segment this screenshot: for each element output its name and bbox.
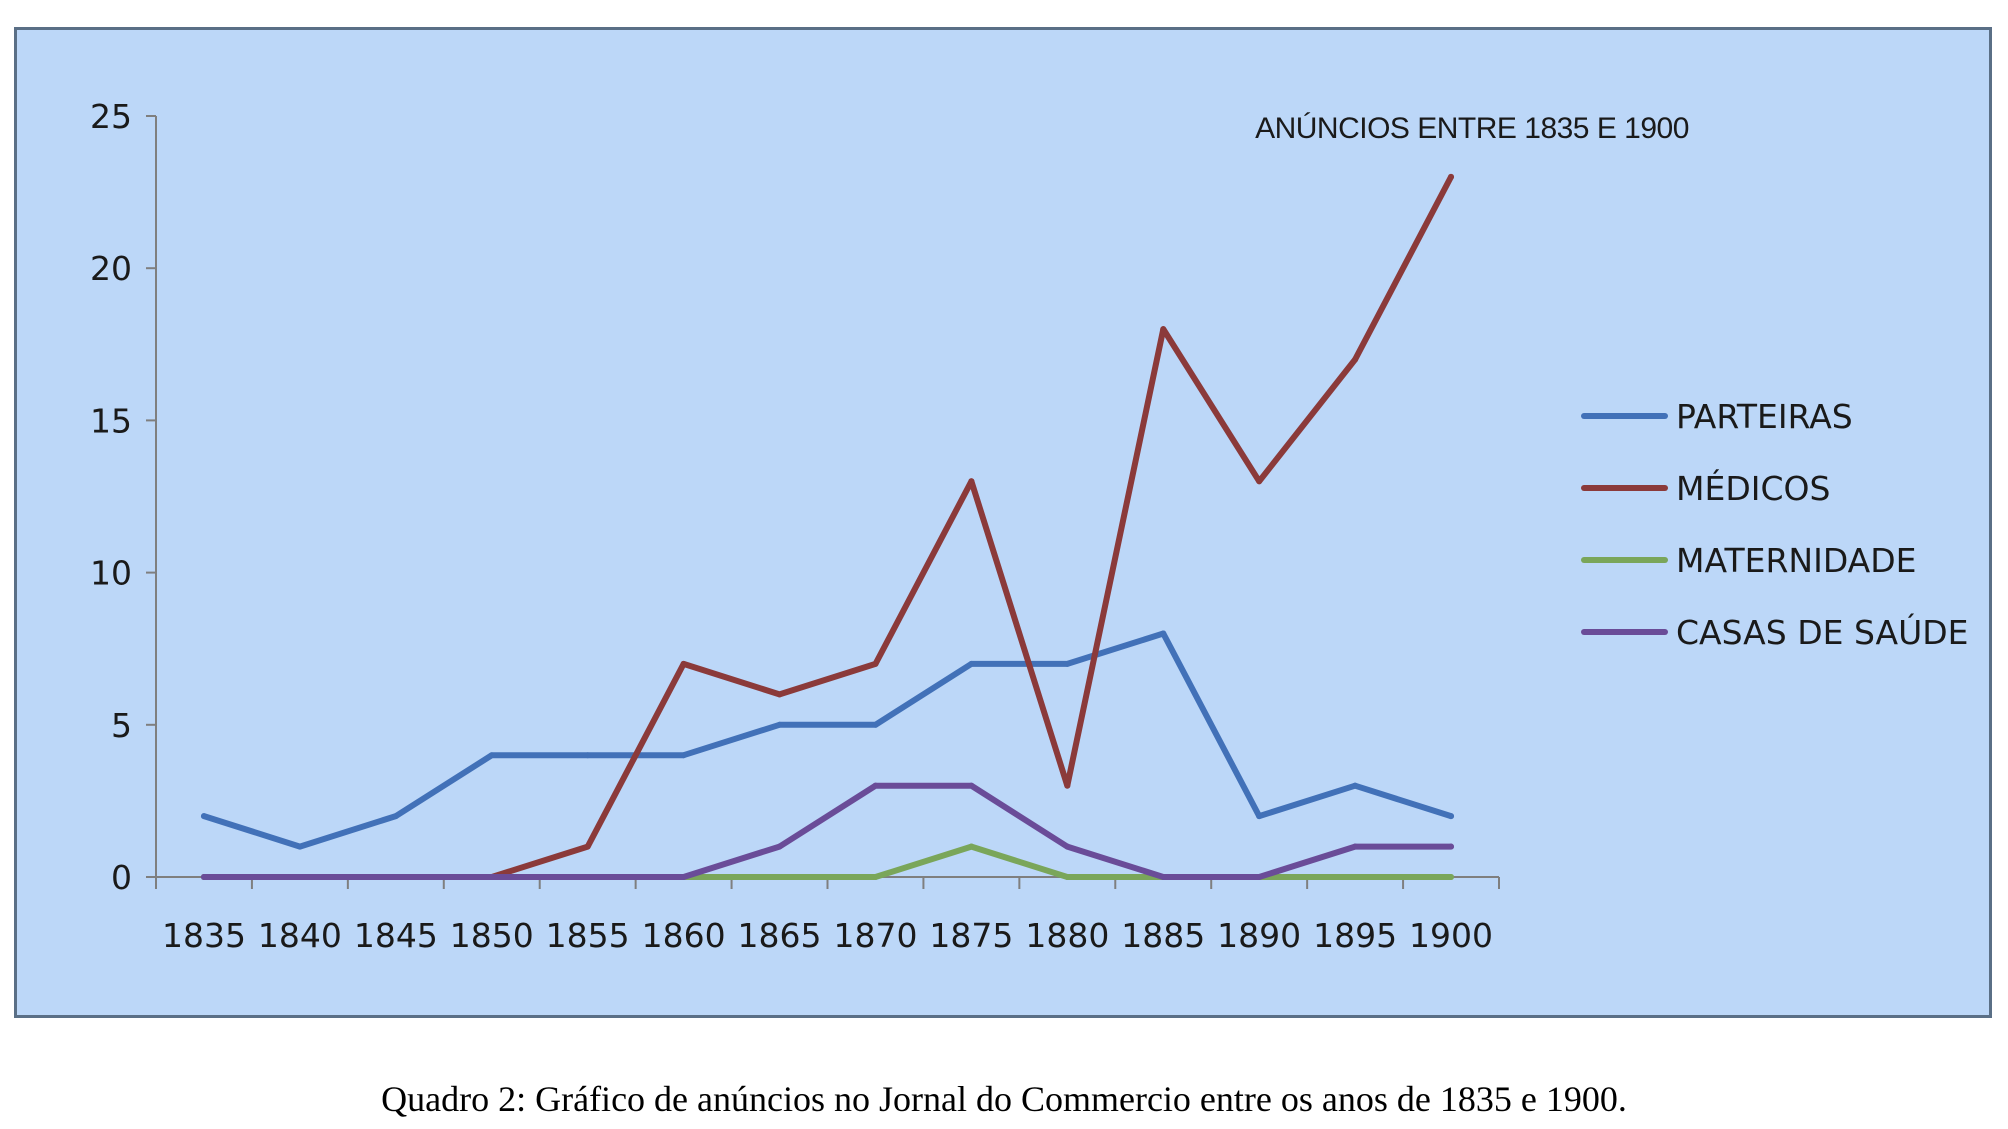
- data-point: [776, 691, 783, 698]
- data-point: [1448, 843, 1455, 850]
- data-point: [1160, 630, 1167, 637]
- data-point: [1160, 326, 1167, 333]
- data-point: [392, 874, 399, 880]
- data-point: [584, 752, 591, 759]
- data-point: [872, 660, 879, 667]
- data-point: [488, 874, 495, 880]
- series-line-medicos: [201, 173, 1454, 880]
- data-point: [296, 843, 303, 850]
- data-point: [1064, 874, 1071, 880]
- x-tick-label: 1870: [833, 916, 917, 955]
- series-line-parteiras: [201, 630, 1454, 850]
- data-point: [1448, 813, 1455, 820]
- data-point: [968, 660, 975, 667]
- x-tick-label: 1855: [546, 916, 630, 955]
- data-point: [1352, 356, 1359, 363]
- data-point: [1160, 874, 1167, 880]
- chart-area: 0 5 10 15 20 25 1835 1840 1845 1850 1855 1860 1865 18…: [14, 27, 1992, 1018]
- line-chart: 0 5 10 15 20 25 1835 1840 1845 1850 1855 1860 1865 18…: [90, 97, 1969, 955]
- x-tick-label: 1900: [1409, 916, 1493, 955]
- data-point: [1064, 843, 1071, 850]
- y-tick-label: 10: [90, 554, 132, 593]
- x-tick-label: 1850: [450, 916, 534, 955]
- data-point: [1064, 782, 1071, 789]
- legend-label: MÉDICOS: [1676, 468, 1830, 508]
- data-point: [488, 752, 495, 759]
- data-point: [296, 874, 303, 880]
- data-point: [1352, 874, 1359, 880]
- data-point: [1352, 782, 1359, 789]
- legend-label: CASAS DE SAÚDE: [1676, 612, 1969, 652]
- data-point: [584, 843, 591, 850]
- data-point: [776, 874, 783, 880]
- y-tick-label: 20: [90, 249, 132, 288]
- data-point: [584, 874, 591, 880]
- data-point: [968, 843, 975, 850]
- data-point: [1256, 813, 1263, 820]
- legend-label: MATERNIDADE: [1676, 541, 1917, 580]
- x-tick-label: 1895: [1313, 916, 1397, 955]
- data-point: [200, 813, 207, 820]
- data-point: [872, 874, 879, 880]
- data-point: [680, 660, 687, 667]
- x-tick-label: 1875: [929, 916, 1013, 955]
- data-point: [1256, 478, 1263, 485]
- data-point: [680, 752, 687, 759]
- x-tick-label: 1860: [642, 916, 726, 955]
- data-point: [776, 843, 783, 850]
- y-tick-label: 0: [111, 858, 132, 897]
- data-point: [200, 874, 207, 880]
- y-tick-label: 25: [90, 97, 132, 136]
- data-point: [776, 721, 783, 728]
- data-point: [872, 721, 879, 728]
- y-tick-label: 5: [111, 706, 132, 745]
- series-line-casas-de-saude: [201, 782, 1454, 880]
- x-tick-label: 1835: [162, 916, 246, 955]
- x-tick-label: 1880: [1025, 916, 1109, 955]
- data-point: [680, 874, 687, 880]
- data-point: [1064, 660, 1071, 667]
- x-tick-label: 1885: [1121, 916, 1205, 955]
- data-point: [872, 782, 879, 789]
- x-tick-label: 1865: [738, 916, 822, 955]
- data-point: [1256, 874, 1263, 880]
- data-point: [968, 478, 975, 485]
- chart-title: ANÚNCIOS ENTRE 1835 E 1900: [1255, 112, 1689, 145]
- data-point: [392, 813, 399, 820]
- figure-caption: Quadro 2: Gráfico de anúncios no Jornal …: [381, 1079, 1627, 1119]
- legend-label: PARTEIRAS: [1676, 397, 1853, 436]
- data-point: [1448, 173, 1455, 180]
- data-point: [1352, 843, 1359, 850]
- data-point: [1448, 874, 1455, 880]
- x-tick-label: 1840: [258, 916, 342, 955]
- x-tick-label: 1890: [1217, 916, 1301, 955]
- y-tick-label: 15: [90, 401, 132, 440]
- data-point: [968, 782, 975, 789]
- x-tick-label: 1845: [354, 916, 438, 955]
